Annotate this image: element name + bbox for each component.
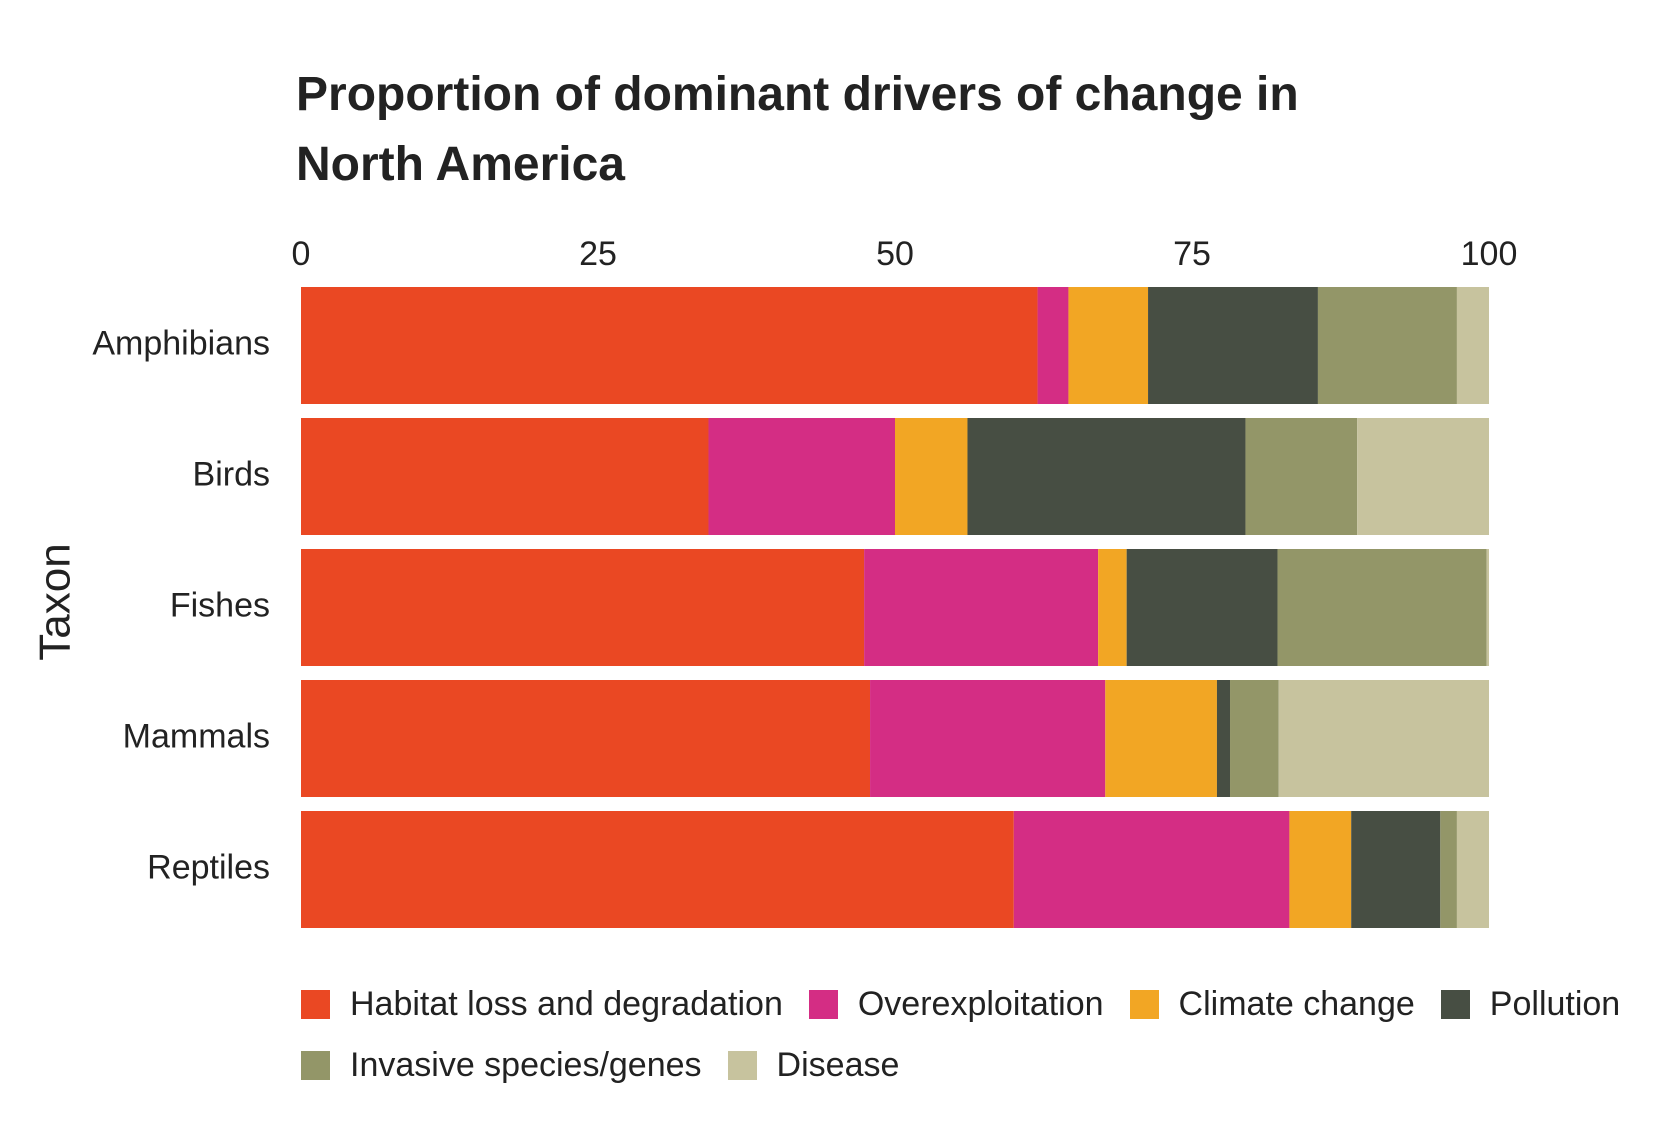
legend-label: Habitat loss and degradation [350,985,783,1023]
legend-swatch [301,1051,330,1080]
x-tick-label: 75 [1173,235,1211,273]
bar-segment [708,418,895,535]
x-tick-label: 50 [876,235,914,273]
bar-segment [1098,549,1127,666]
bar-segment [301,287,1038,404]
legend-label: Pollution [1489,985,1621,1023]
bar-segment [1245,418,1358,535]
legend-item: Climate change [1129,985,1415,1024]
bar-segment [1105,680,1217,797]
legend-item: Habitat loss and degradation [301,985,783,1024]
bar-segment [870,680,1106,797]
bar-segment [1013,811,1290,928]
bar-segment [301,680,871,797]
bar-segment [1068,287,1149,404]
bar-segment [864,549,1099,666]
legend-swatch [1129,990,1159,1019]
bar-segment [1456,811,1489,928]
bar-segment [1277,549,1487,666]
bar-segment [1126,549,1278,666]
bar-segment [1486,549,1489,666]
bar-segment [1440,811,1457,928]
legend-item: Disease [727,1046,900,1085]
bar-segment [1148,287,1318,404]
bar-segment [1351,811,1441,928]
bar-segment [1278,680,1489,797]
legend-label: Invasive species/genes [350,1046,702,1084]
bar-segment [1357,418,1489,535]
legend-swatch [301,990,330,1019]
legend-label: Disease [776,1046,900,1084]
legend-label: Overexploitation [857,985,1104,1023]
y-tick-label: Birds [193,455,270,493]
bar-segment [895,418,968,535]
bar-segment [301,811,1014,928]
bar-segment [1289,811,1352,928]
bar-segment [1037,287,1069,404]
y-tick-label: Mammals [123,717,270,755]
y-tick-label: Reptiles [147,848,270,886]
y-tick-label: Amphibians [92,324,270,362]
legend-label: Climate change [1178,985,1415,1023]
x-tick-label: 100 [1461,235,1518,273]
legend-item: Overexploitation [808,985,1104,1024]
legend-swatch [1440,990,1470,1019]
legend-item: Invasive species/genes [301,1046,702,1085]
bar-segment [301,418,709,535]
legend-swatch [727,1051,757,1080]
bar-segment [301,549,865,666]
y-tick-label: Fishes [170,586,270,624]
bar-segment [967,418,1246,535]
x-tick-label: 25 [579,235,617,273]
bar-segment [1216,680,1231,797]
legend: Habitat loss and degradation Overexploita… [301,985,1631,1085]
legend-swatch [808,990,838,1019]
x-tick-label: 0 [292,235,311,273]
y-axis-label: Taxon [31,543,80,660]
chart-title: Proportion of dominant drivers of change… [296,68,1299,191]
bar-segment [1317,287,1457,404]
legend-item: Pollution [1440,985,1621,1024]
bar-segment [1456,287,1489,404]
bar-segment [1230,680,1279,797]
